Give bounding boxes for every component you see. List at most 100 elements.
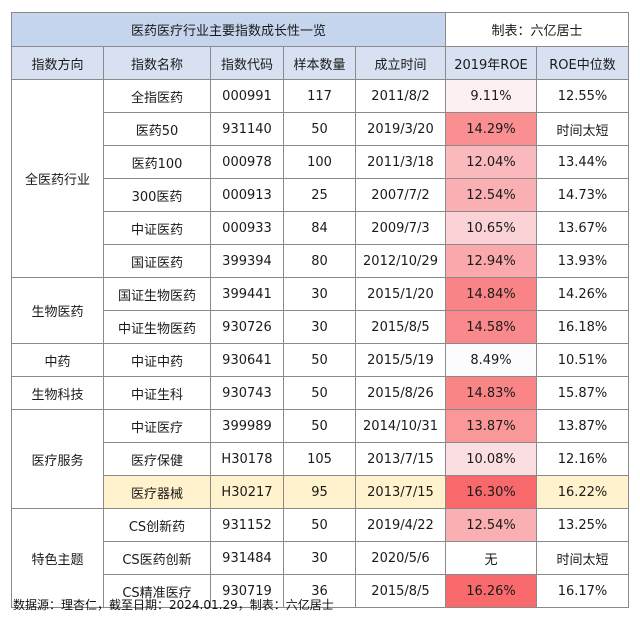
index-name-cell: 中证医疗 (103, 409, 211, 443)
sample-count-cell: 50 (283, 343, 356, 377)
roe-median-cell: 14.26% (536, 277, 629, 311)
index-name-cell: 中证中药 (103, 343, 211, 377)
footer-source-note: 数据源：理杏仁，截至日期：2024.01.29，制表：六亿居士 (13, 598, 334, 612)
table-row: CS精准医疗 930719 36 2015/8/5 16.26% 16.17% (12, 574, 629, 608)
table-row: 医疗保健 H30178 105 2013/7/15 10.08% 12.16% (12, 442, 629, 476)
index-code-cell: 399989 (210, 409, 284, 443)
sample-count-cell: 30 (283, 277, 356, 311)
table-row: 医药50 931140 50 2019/3/20 14.29% 时间太短 (12, 112, 629, 146)
inception-date-cell: 2011/3/18 (355, 145, 446, 179)
inception-date-cell: 2015/8/5 (355, 310, 446, 344)
roe-2019-cell: 12.54% (445, 508, 537, 542)
index-name-cell: 国证生物医药 (103, 277, 211, 311)
inception-date-cell: 2015/8/5 (355, 574, 446, 608)
roe-2019-cell: 14.29% (445, 112, 537, 146)
table-row: 国证医药 399394 80 2012/10/29 12.94% 13.93% (12, 244, 629, 278)
header-roe-2019: 2019年ROE (445, 46, 537, 80)
table-row: 生物医药 国证生物医药 399441 30 2015/1/20 14.84% 14.26% (11, 277, 629, 344)
inception-date-cell: 2015/8/26 (355, 376, 446, 410)
roe-median-cell: 12.16% (536, 442, 629, 476)
title-row: 医药医疗行业主要指数成长性一览 制表：六亿居士 (11, 12, 629, 47)
index-growth-table: 医药医疗行业主要指数成长性一览 制表：六亿居士 指数方向 指数名称 指数代码 样… (11, 12, 629, 608)
roe-median-cell: 13.87% (536, 409, 629, 443)
sample-count-cell: 105 (283, 442, 356, 476)
index-code-cell: 930743 (210, 376, 284, 410)
index-name-cell: 国证医药 (103, 244, 211, 278)
sample-count-cell: 117 (283, 79, 356, 113)
table-row: CS医药创新 931484 30 2020/5/6 无时间太短 (12, 541, 629, 575)
roe-2019-cell: 12.04% (445, 145, 537, 179)
index-name-cell: 中证生物医药 (103, 310, 211, 344)
sample-count-cell: 95 (283, 475, 356, 509)
sample-count-cell: 80 (283, 244, 356, 278)
table-row: 中药 中证中药 930641 50 2015/5/19 8.49% 10.51% (11, 343, 629, 377)
index-code-cell: 399394 (210, 244, 284, 278)
index-code-cell: 000978 (210, 145, 284, 179)
roe-median-cell: 13.44% (536, 145, 629, 179)
index-code-cell: 000991 (210, 79, 284, 113)
direction-cell: 生物医药 (11, 277, 104, 344)
direction-cell: 生物科技 (11, 376, 104, 410)
inception-date-cell: 2015/5/19 (355, 343, 446, 377)
table-maker: 制表：六亿居士 (445, 12, 629, 47)
table-row: 医药100 000978 100 2011/3/18 12.04% 13.44% (12, 145, 629, 179)
index-name-cell: CS医药创新 (103, 541, 211, 575)
table-row: 300医药 000913 25 2007/7/2 12.54% 14.73% (12, 178, 629, 212)
inception-date-cell: 2020/5/6 (355, 541, 446, 575)
roe-median-cell: 时间太短 (536, 112, 629, 146)
index-name-cell: 医药50 (103, 112, 211, 146)
sample-count-cell: 50 (283, 508, 356, 542)
inception-date-cell: 2012/10/29 (355, 244, 446, 278)
roe-2019-cell: 8.49% (445, 343, 537, 377)
index-code-cell: H30217 (210, 475, 284, 509)
index-name-cell: 医疗保健 (103, 442, 211, 476)
index-code-cell: 930726 (210, 310, 284, 344)
table-row: 中证生物医药 930726 30 2015/8/5 14.58% 16.18% (12, 310, 629, 344)
roe-2019-cell: 9.11% (445, 79, 537, 113)
header-code: 指数代码 (210, 46, 284, 80)
index-code-cell: 399441 (210, 277, 284, 311)
sample-count-cell: 30 (283, 541, 356, 575)
direction-cell: 全医药行业 (11, 79, 104, 278)
inception-date-cell: 2019/3/20 (355, 112, 446, 146)
inception-date-cell: 2019/4/22 (355, 508, 446, 542)
inception-date-cell: 2015/1/20 (355, 277, 446, 311)
roe-median-cell: 12.55% (536, 79, 629, 113)
roe-median-cell: 13.67% (536, 211, 629, 245)
table-row: 全医药行业 全指医药 000991 117 2011/8/2 9.11% 12.55% (11, 79, 629, 278)
index-name-cell: 医疗器械 (103, 475, 211, 509)
sample-count-cell: 50 (283, 409, 356, 443)
roe-median-cell: 13.25% (536, 508, 629, 542)
index-code-cell: 931152 (210, 508, 284, 542)
inception-date-cell: 2011/8/2 (355, 79, 446, 113)
sample-count-cell: 100 (283, 145, 356, 179)
inception-date-cell: 2009/7/3 (355, 211, 446, 245)
index-name-cell: CS精准医疗 (103, 574, 211, 608)
index-name-cell: 中证生科 (103, 376, 211, 410)
inception-date-cell: 2007/7/2 (355, 178, 446, 212)
roe-2019-cell: 14.83% (445, 376, 537, 410)
roe-median-cell: 16.22% (536, 475, 629, 509)
roe-2019-cell: 16.30% (445, 475, 537, 509)
index-code-cell: 931484 (210, 541, 284, 575)
index-name-cell: 全指医药 (103, 79, 211, 113)
roe-2019-cell: 14.58% (445, 310, 537, 344)
roe-median-cell: 16.17% (536, 574, 629, 608)
roe-median-cell: 16.18% (536, 310, 629, 344)
direction-cell: 医疗服务 (11, 409, 104, 509)
sample-count-cell: 25 (283, 178, 356, 212)
roe-2019-cell: 13.87% (445, 409, 537, 443)
table-title: 医药医疗行业主要指数成长性一览 (11, 12, 446, 47)
inception-date-cell: 2014/10/31 (355, 409, 446, 443)
direction-cell: 特色主题 (11, 508, 104, 608)
roe-median-cell: 14.73% (536, 178, 629, 212)
roe-2019-cell: 12.94% (445, 244, 537, 278)
table-container: 医药医疗行业主要指数成长性一览 制表：六亿居士 指数方向 指数名称 指数代码 样… (11, 12, 629, 608)
table-row: 医疗器械 H30217 95 2013/7/15 16.30% 16.22% (12, 475, 629, 509)
roe-median-cell: 时间太短 (536, 541, 629, 575)
header-count: 样本数量 (283, 46, 356, 80)
header-name: 指数名称 (103, 46, 211, 80)
header-direction: 指数方向 (11, 46, 104, 80)
sample-count-cell: 84 (283, 211, 356, 245)
table-row: 中证医药 000933 84 2009/7/3 10.65% 13.67% (12, 211, 629, 245)
